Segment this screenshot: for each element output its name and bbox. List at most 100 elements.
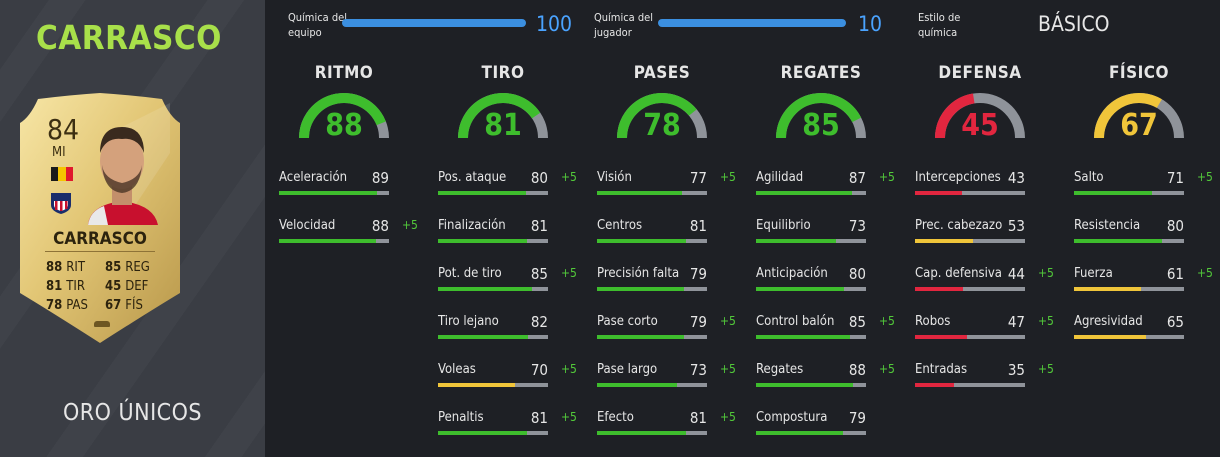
- stat-name: Salto: [1074, 170, 1104, 185]
- stat-bonus: +5: [720, 362, 736, 376]
- stat-row[interactable]: Efecto 81 +5: [597, 409, 736, 440]
- stat-bar: [438, 335, 548, 339]
- stat-bar-fill: [756, 383, 853, 387]
- stat-name: Control balón: [756, 314, 835, 329]
- stat-row[interactable]: Anticipación 80: [756, 265, 876, 296]
- stat-row[interactable]: Pos. ataque 80 +5: [438, 169, 577, 200]
- stat-bonus: +5: [720, 170, 736, 184]
- stat-bar-fill: [915, 191, 963, 195]
- stat-bar: [438, 287, 548, 291]
- stat-row[interactable]: Intercepciones 43: [915, 169, 1035, 200]
- player-card[interactable]: 84 MI CARRASCO 88 RIT 81 TIR 78 PAS 85 REG 4…: [20, 93, 180, 343]
- stat-bonus: +5: [1197, 266, 1213, 280]
- stat-row[interactable]: Control balón 85 +5: [756, 313, 895, 344]
- player-photo: [88, 127, 158, 225]
- stat-bar-fill: [597, 239, 687, 243]
- stat-value: 73: [848, 217, 866, 235]
- stat-bar: [1074, 287, 1184, 291]
- stat-value: 81: [530, 217, 548, 235]
- stat-value: 88: [848, 361, 866, 379]
- stat-row[interactable]: Centros 81: [597, 217, 717, 248]
- stat-row[interactable]: Resistencia 80: [1074, 217, 1194, 248]
- stat-bar-fill: [1074, 239, 1162, 243]
- stat-row[interactable]: Fuerza 61 +5: [1074, 265, 1213, 296]
- card-stat: 67 FÍS: [105, 298, 143, 313]
- category-title: FÍSICO: [1108, 63, 1170, 83]
- chemistry-style-value[interactable]: BÁSICO: [1038, 12, 1110, 36]
- stat-bar: [756, 191, 866, 195]
- stat-name: Prec. cabezazo: [915, 218, 1003, 233]
- stat-bar-fill: [597, 191, 682, 195]
- stat-row[interactable]: Precisión falta 79: [597, 265, 717, 296]
- stat-value: 47: [1007, 313, 1025, 331]
- player-chemistry-label: Química del jugador: [594, 11, 653, 39]
- stat-row[interactable]: Equilibrio 73: [756, 217, 876, 248]
- stat-bar-fill: [1074, 287, 1142, 291]
- category-gauge: [1094, 93, 1184, 139]
- stat-row[interactable]: Penaltis 81 +5: [438, 409, 577, 440]
- stat-value: 85: [848, 313, 866, 331]
- stat-value: 65: [1166, 313, 1184, 331]
- gauge-fill: [617, 93, 697, 139]
- stat-bar-fill: [756, 431, 843, 435]
- stat-bonus: +5: [720, 410, 736, 424]
- stat-row[interactable]: Salto 71 +5: [1074, 169, 1213, 200]
- category-title: REGATES: [780, 63, 862, 83]
- card-position: MI: [52, 145, 66, 160]
- stat-row[interactable]: Compostura 79: [756, 409, 876, 440]
- stat-bar: [1074, 335, 1184, 339]
- stat-row[interactable]: Visión 77 +5: [597, 169, 736, 200]
- stat-bonus: +5: [561, 266, 577, 280]
- team-chemistry-bar: [342, 19, 526, 27]
- stat-bar: [597, 383, 707, 387]
- stat-bar-fill: [756, 191, 852, 195]
- stat-row[interactable]: Entradas 35 +5: [915, 361, 1054, 392]
- card-type-label: ORO ÚNICOS: [62, 400, 203, 426]
- stat-name: Aceleración: [279, 170, 348, 185]
- stat-value: 35: [1007, 361, 1025, 379]
- stat-bonus: +5: [720, 314, 736, 328]
- stat-bar: [597, 191, 707, 195]
- stat-row[interactable]: Regates 88 +5: [756, 361, 895, 392]
- stat-name: Voleas: [438, 362, 476, 377]
- category-title: RITMO: [314, 63, 374, 83]
- flag-stripe: [58, 167, 66, 181]
- stat-bar: [756, 383, 866, 387]
- stat-bar-fill: [438, 191, 526, 195]
- card-stat: 45 DEF: [105, 279, 149, 294]
- stat-name: Penaltis: [438, 410, 484, 425]
- stat-value: 61: [1166, 265, 1184, 283]
- stat-value: 73: [689, 361, 707, 379]
- stat-row[interactable]: Aceleración 89: [279, 169, 399, 200]
- stat-row[interactable]: Finalización 81: [438, 217, 558, 248]
- stat-row[interactable]: Agresividad 65: [1074, 313, 1194, 344]
- stat-row[interactable]: Pase largo 73 +5: [597, 361, 736, 392]
- stat-row[interactable]: Tiro lejano 82: [438, 313, 558, 344]
- stat-bonus: +5: [561, 410, 577, 424]
- stat-row[interactable]: Pase corto 79 +5: [597, 313, 736, 344]
- stat-row[interactable]: Pot. de tiro 85 +5: [438, 265, 577, 296]
- stat-name: Intercepciones: [915, 170, 1001, 185]
- stat-bar: [438, 431, 548, 435]
- gauge-fill: [776, 93, 862, 139]
- stat-name: Visión: [597, 170, 632, 185]
- stat-value: 71: [1166, 169, 1184, 187]
- stat-row[interactable]: Robos 47 +5: [915, 313, 1054, 344]
- card-stat: 81 TIR: [46, 279, 85, 294]
- stat-row[interactable]: Velocidad 88 +5: [279, 217, 418, 248]
- stat-bar: [279, 239, 389, 243]
- stat-bar: [915, 287, 1025, 291]
- stat-row[interactable]: Prec. cabezazo 53: [915, 217, 1035, 248]
- stat-bar-fill: [597, 383, 678, 387]
- stat-row[interactable]: Voleas 70 +5: [438, 361, 577, 392]
- stat-bar: [597, 335, 707, 339]
- stat-name: Equilibrio: [756, 218, 811, 233]
- card-stat: 78 PAS: [46, 298, 88, 313]
- stat-row[interactable]: Agilidad 87 +5: [756, 169, 895, 200]
- stat-value: 80: [530, 169, 548, 187]
- stat-row[interactable]: Cap. defensiva 44 +5: [915, 265, 1054, 296]
- stat-value: 43: [1007, 169, 1025, 187]
- stat-bar: [915, 383, 1025, 387]
- boot-icon: [94, 321, 110, 327]
- club-badge-icon: [51, 193, 71, 214]
